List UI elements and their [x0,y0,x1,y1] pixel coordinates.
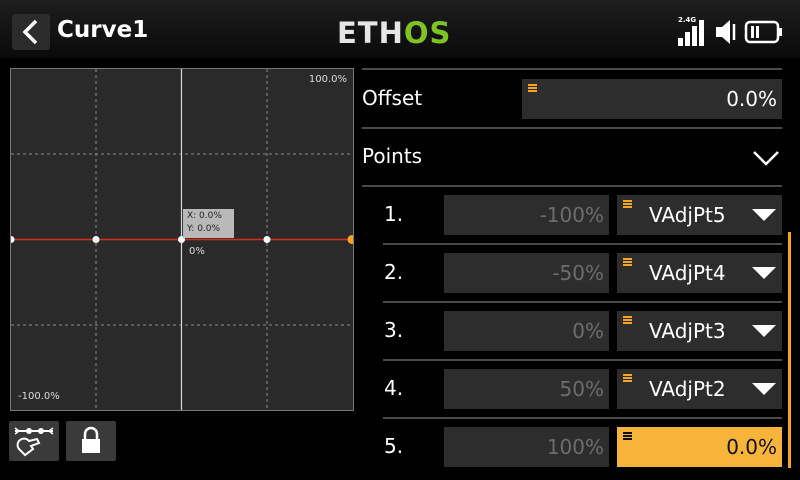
back-button[interactable] [12,14,50,50]
curve-plot [11,69,353,410]
page-title: Curve1 [57,17,149,43]
point-x-field[interactable]: 100% [444,427,609,467]
points-label: Points [362,144,423,168]
point-y-value: 0.0% [726,435,777,459]
divider [362,185,782,187]
collapse-chevron-icon[interactable] [752,146,780,168]
cursor-x: X: 0.0% [187,211,222,221]
menu-marker-icon [623,316,632,324]
offset-label: Offset [362,86,423,110]
menu-marker-icon [623,200,632,208]
y-max-label: 100.0% [308,74,347,85]
lock-icon [82,426,100,453]
top-bar: Curve1 ETHOS 2.4G [0,0,800,58]
dropdown-arrow-icon [752,209,776,221]
point-y-value-field-selected[interactable]: 0.0% [617,427,782,467]
divider [383,301,782,303]
divider [383,243,782,245]
curve-point-2 [92,236,100,243]
point-x-value: 0% [572,319,604,343]
point-y-source[interactable]: VAdjPt2 [617,369,782,409]
point-index: 4. [384,376,404,400]
point-x-field[interactable]: -100% [444,195,609,235]
status-area: 2.4G [676,16,788,48]
divider [383,359,782,361]
point-y-source[interactable]: VAdjPt3 [617,311,782,351]
offset-field[interactable]: 0.0% [522,79,782,119]
point-x-value: 50% [559,377,604,401]
menu-marker-icon [623,374,632,382]
point-index: 5. [384,434,404,458]
snap-button[interactable] [9,421,59,461]
point-index: 3. [384,318,404,342]
dropdown-arrow-icon [752,267,776,279]
divider [383,417,782,419]
cursor-readout: X: 0.0% Y: 0.0% [183,209,234,238]
rf-band-label: 2.4G [678,16,697,24]
menu-marker-icon [623,258,632,266]
point-x-field[interactable]: 50% [444,369,609,409]
point-y-source[interactable]: VAdjPt5 [617,195,782,235]
cursor-y: Y: 0.0% [187,224,221,234]
point-y-source-value: VAdjPt5 [649,203,726,227]
offset-value: 0.0% [726,87,777,111]
point-index: 1. [384,202,404,226]
divider [362,68,782,70]
point-index: 2. [384,260,404,284]
menu-marker-icon [623,432,632,440]
curve-point-5-selected [347,235,353,244]
point-x-value: -50% [552,261,604,285]
curve-point-1 [11,236,15,243]
ethos-logo: ETHOS [337,16,452,50]
menu-marker-icon [528,84,537,92]
point-x-value: 100% [546,435,604,459]
point-y-source-value: VAdjPt4 [649,261,726,285]
point-y-source[interactable]: VAdjPt4 [617,253,782,293]
signal-strength-icon [678,20,704,46]
battery-icon [744,20,782,44]
point-x-field[interactable]: -50% [444,253,609,293]
curve-graph[interactable]: 100.0% -100.0% 0% X: 0.0% Y: 0.0% [10,68,354,411]
magnet-snap-icon [14,427,54,457]
curve-point-4 [263,236,271,243]
y-min-label: -100.0% [18,391,60,402]
point-x-field[interactable]: 0% [444,311,609,351]
speaker-icon [716,20,736,44]
lock-button[interactable] [66,421,116,461]
chevron-left-icon [22,19,38,45]
point-y-source-value: VAdjPt3 [649,319,726,343]
dropdown-arrow-icon [752,383,776,395]
point-y-source-value: VAdjPt2 [649,377,726,401]
divider [362,127,782,129]
dropdown-arrow-icon [752,325,776,337]
zero-label: 0% [189,246,205,257]
scrollbar[interactable] [788,232,791,468]
point-x-value: -100% [539,203,604,227]
